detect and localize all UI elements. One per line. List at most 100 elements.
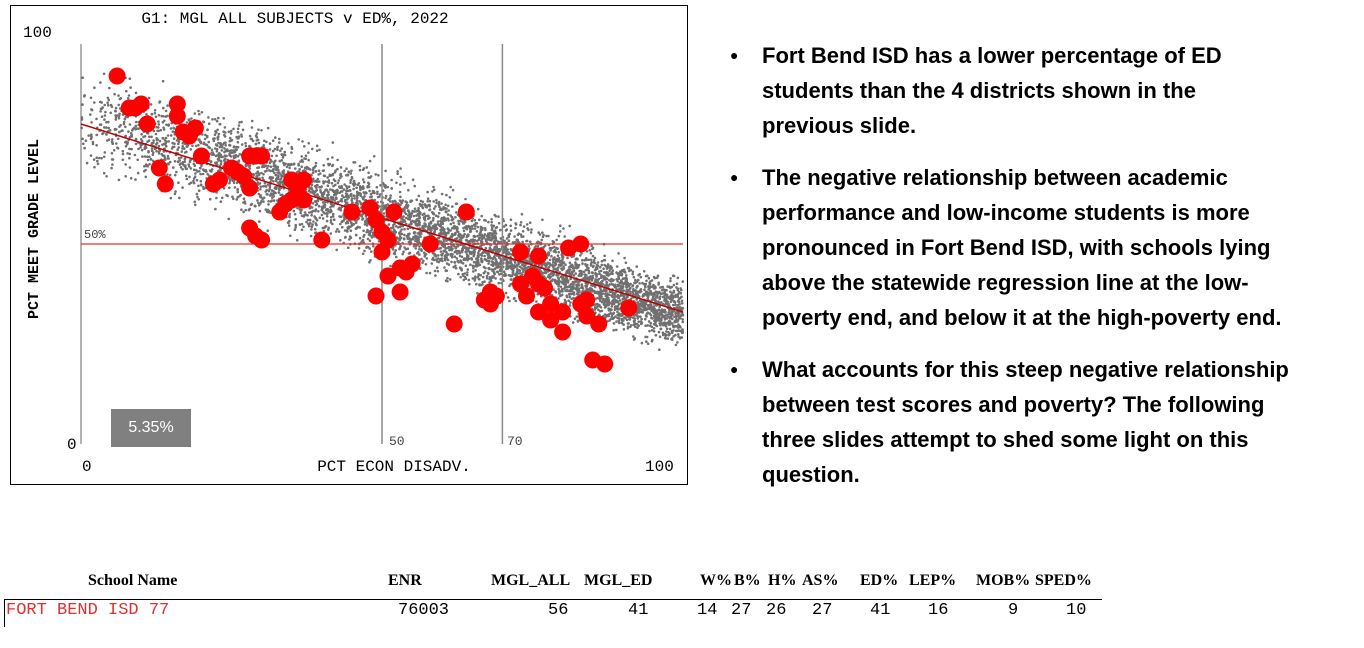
background-point — [648, 281, 651, 285]
background-point — [215, 196, 218, 200]
background-point — [100, 115, 104, 118]
background-point — [432, 185, 435, 189]
background-point — [177, 142, 180, 146]
background-point — [196, 195, 199, 199]
background-point — [624, 316, 627, 319]
background-point — [570, 282, 573, 286]
background-point — [491, 268, 495, 272]
background-point — [354, 221, 358, 225]
background-point — [243, 202, 247, 205]
background-point — [126, 97, 130, 100]
background-point — [139, 144, 143, 147]
background-point — [454, 231, 457, 235]
background-point — [416, 217, 419, 221]
background-point — [449, 222, 453, 226]
background-point — [149, 158, 153, 161]
background-point — [356, 192, 359, 195]
background-point — [591, 254, 595, 258]
background-point — [89, 113, 92, 116]
background-point — [652, 327, 656, 330]
background-point — [471, 227, 474, 230]
background-point — [370, 250, 373, 253]
background-point — [382, 204, 386, 207]
background-point — [126, 152, 129, 155]
background-point — [198, 140, 202, 143]
background-point — [484, 258, 488, 261]
background-point — [436, 269, 440, 273]
background-point — [352, 187, 355, 191]
background-point — [363, 195, 366, 198]
background-point — [347, 185, 351, 188]
background-point — [228, 179, 232, 183]
background-point — [103, 151, 107, 154]
background-point — [572, 274, 576, 277]
background-point — [452, 265, 456, 269]
background-point — [561, 277, 564, 281]
background-point — [227, 130, 231, 134]
background-point — [610, 290, 614, 293]
background-point — [232, 145, 236, 149]
background-point — [445, 256, 448, 260]
background-point — [547, 234, 550, 238]
background-point — [350, 199, 354, 202]
background-point — [648, 329, 651, 333]
background-point — [453, 226, 456, 229]
background-point — [103, 114, 107, 117]
background-point — [507, 239, 511, 242]
background-point — [624, 261, 628, 264]
background-point — [259, 185, 263, 188]
background-point — [446, 279, 449, 283]
background-point — [463, 275, 467, 279]
background-point — [658, 335, 662, 339]
background-point — [274, 164, 277, 167]
background-point — [636, 326, 639, 330]
background-point — [242, 210, 245, 214]
background-point — [152, 139, 155, 142]
background-point — [644, 303, 648, 306]
background-point — [616, 307, 620, 311]
background-point — [326, 196, 330, 200]
background-point — [376, 201, 379, 204]
background-point — [668, 320, 672, 323]
background-point — [453, 260, 456, 264]
background-point — [175, 139, 179, 142]
background-point — [421, 261, 424, 264]
background-point — [499, 228, 502, 232]
background-point — [610, 283, 614, 286]
background-point — [99, 81, 102, 84]
background-point — [589, 258, 593, 262]
background-point — [118, 130, 121, 134]
background-point — [660, 308, 664, 311]
background-point — [384, 169, 387, 173]
background-point — [568, 271, 571, 274]
background-point — [217, 132, 221, 136]
background-point — [568, 224, 571, 228]
background-point — [649, 321, 653, 325]
background-point — [681, 331, 684, 335]
background-point — [440, 228, 444, 232]
background-point — [355, 186, 358, 190]
background-point — [306, 214, 309, 217]
background-point — [637, 295, 641, 298]
background-point — [314, 217, 318, 220]
background-point — [547, 251, 551, 255]
background-point — [593, 285, 597, 289]
background-point — [311, 171, 315, 174]
background-point — [315, 144, 319, 148]
background-point — [653, 316, 657, 319]
background-point — [468, 282, 471, 286]
background-point — [300, 155, 304, 158]
background-point — [628, 318, 632, 321]
background-point — [580, 286, 583, 290]
background-point — [476, 225, 480, 229]
background-point — [248, 134, 252, 138]
background-point — [450, 218, 454, 222]
background-point — [298, 223, 302, 226]
background-point — [229, 149, 233, 152]
background-point — [102, 155, 106, 159]
background-point — [676, 295, 680, 299]
background-point — [329, 221, 333, 224]
background-point — [271, 176, 275, 179]
background-point — [468, 252, 472, 255]
background-point — [605, 277, 609, 281]
